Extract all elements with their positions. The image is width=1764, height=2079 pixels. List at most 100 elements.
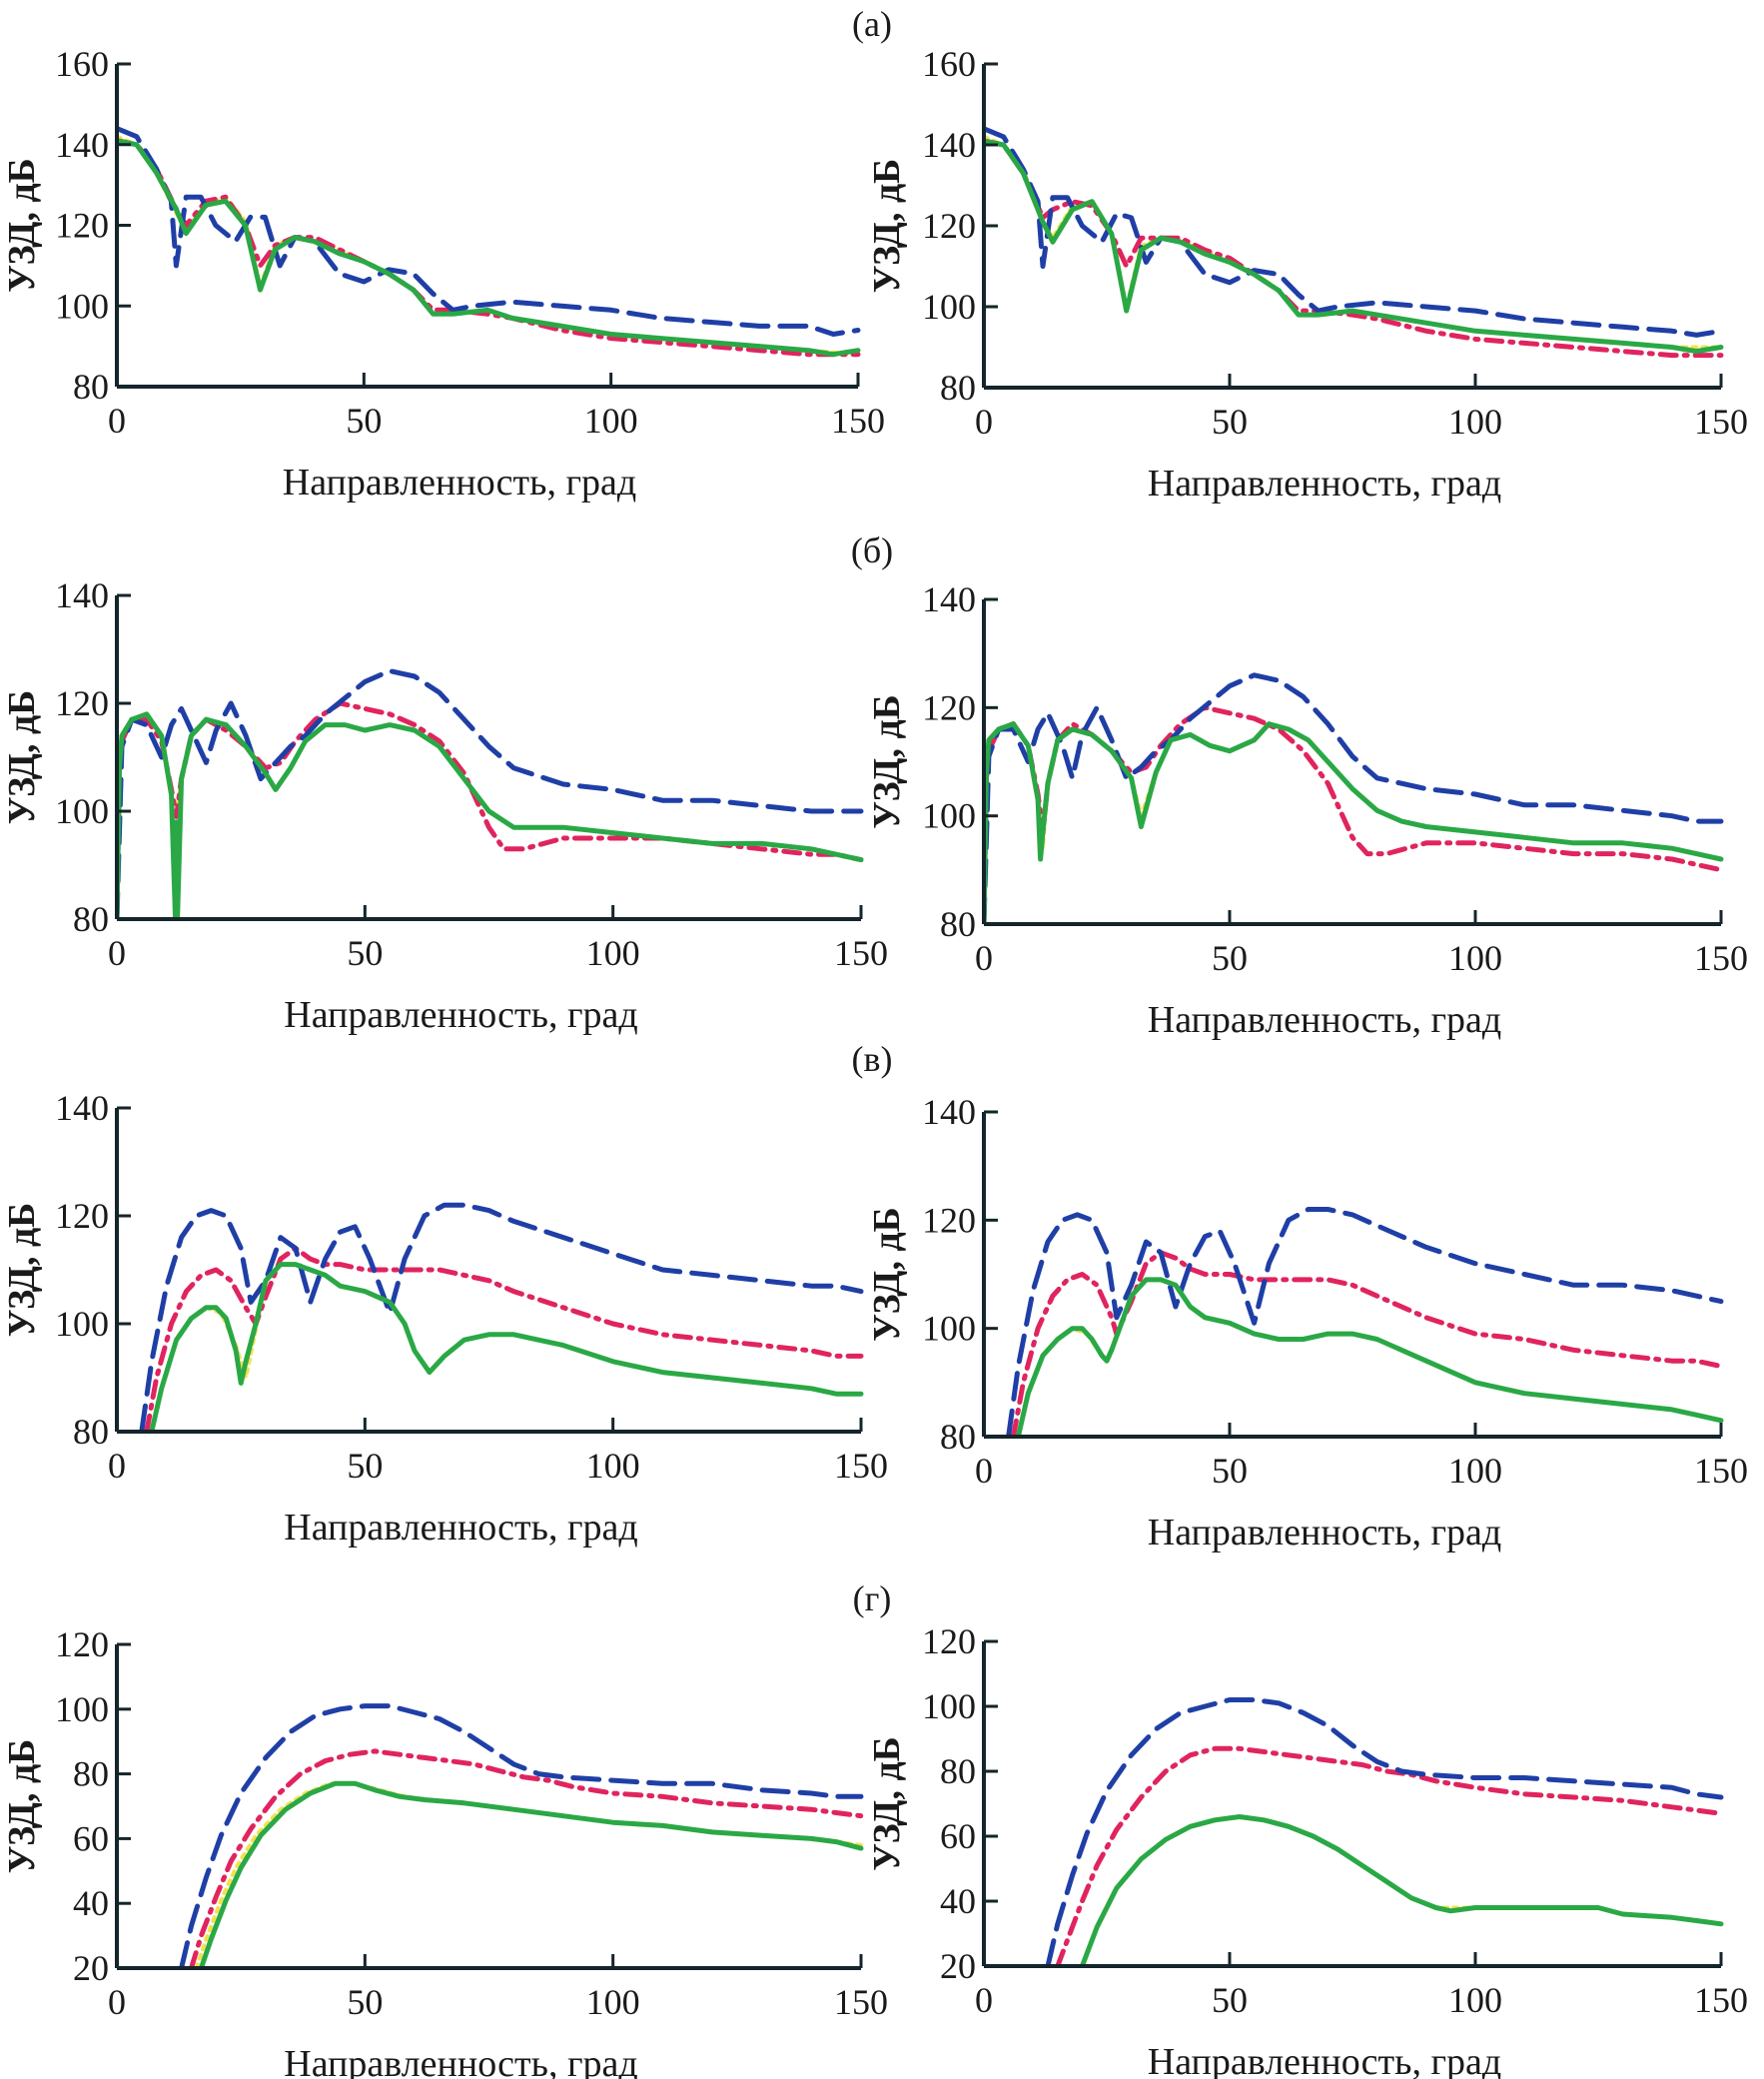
y-tick-label: 40 xyxy=(940,1881,976,1921)
series-line-green-solid xyxy=(149,1262,864,1434)
series-line-blue-dashed xyxy=(117,668,864,921)
series-group xyxy=(984,672,1724,926)
series-line-blue-dashed xyxy=(139,1202,864,1434)
x-axis-label: Направленность, град xyxy=(1148,999,1502,1041)
y-tick-label: 140 xyxy=(55,575,109,615)
y-tick-label: 120 xyxy=(55,206,109,246)
series-line-red-dashdot xyxy=(117,138,861,358)
x-tick-label: 50 xyxy=(347,1982,383,2022)
panel-label-c: (в) xyxy=(852,1039,893,1079)
x-tick-label: 100 xyxy=(1448,1980,1502,2020)
series-line-red-dashdot xyxy=(984,704,1724,926)
y-tick-label: 100 xyxy=(55,1689,109,1729)
chart-panel-a-right: 80 100 120 140 160 0 50 100 150 Направленность, г… xyxy=(866,44,1748,505)
x-tick-label: 50 xyxy=(1212,938,1248,978)
x-tick-label: 100 xyxy=(586,1446,640,1486)
series-line-blue-dashed xyxy=(984,672,1724,926)
y-axis-label: УЗД, дБ xyxy=(1,1739,43,1874)
panel-label-a: (а) xyxy=(852,4,892,44)
y-tick-label: 100 xyxy=(55,791,109,831)
y-axis-label: УЗД, дБ xyxy=(1,690,43,825)
chart-panel-c-left: 80 100 120 140 0 50 100 150 Направленность, град… xyxy=(1,1088,888,1549)
y-axis-label: УЗД, дБ xyxy=(866,694,908,829)
y-tick-label: 80 xyxy=(940,904,976,944)
x-tick-label: 0 xyxy=(108,933,126,973)
x-tick-label: 50 xyxy=(347,1446,383,1486)
y-tick-label: 60 xyxy=(73,1818,109,1858)
x-tick-label: 100 xyxy=(1448,1451,1502,1491)
x-tick-label: 50 xyxy=(1212,1980,1248,2020)
x-tick-label: 50 xyxy=(1212,402,1248,442)
series-group xyxy=(1045,1697,1724,1968)
x-tick-label: 100 xyxy=(584,401,638,441)
series-group xyxy=(139,1202,864,1434)
x-tick-label: 150 xyxy=(834,1982,888,2022)
x-tick-label: 150 xyxy=(1694,402,1748,442)
series-line-red-dashdot xyxy=(144,1245,864,1434)
y-tick-label: 120 xyxy=(922,1200,976,1240)
y-tick-label: 80 xyxy=(73,1412,109,1452)
series-line-blue-dashed xyxy=(1045,1697,1724,1968)
x-tick-label: 0 xyxy=(108,1446,126,1486)
x-tick-label: 0 xyxy=(975,1980,993,2020)
y-tick-label: 80 xyxy=(940,1417,976,1457)
series-line-red-dashdot xyxy=(984,138,1724,359)
chart-panel-b-right: 80 100 120 140 0 50 100 150 Направленность, град… xyxy=(866,579,1748,1041)
y-tick-label: 120 xyxy=(922,206,976,246)
x-tick-label: 50 xyxy=(347,933,383,973)
y-tick-label: 100 xyxy=(922,287,976,327)
series-line-red-dashdot xyxy=(1011,1250,1724,1439)
series-line-green-solid xyxy=(984,138,1724,355)
series-line-green-solid xyxy=(1015,1277,1724,1439)
chart-panel-b-left: 80 100 120 140 0 50 100 150 Направленность, град… xyxy=(1,575,888,1036)
x-tick-label: 150 xyxy=(1694,938,1748,978)
x-tick-label: 150 xyxy=(1694,1980,1748,2020)
y-axis-label: УЗД, дБ xyxy=(866,1736,908,1871)
x-axis-label: Направленность, град xyxy=(283,462,637,504)
x-axis-label: Направленность, град xyxy=(284,1507,638,1549)
series-line-red-dashdot xyxy=(189,1748,864,1970)
x-tick-label: 150 xyxy=(834,1446,888,1486)
x-tick-label: 100 xyxy=(586,933,640,973)
y-axis-label: УЗД, дБ xyxy=(1,1203,43,1338)
panel-label-b: (б) xyxy=(851,530,893,570)
chart-panel-c-right: 80 100 120 140 0 50 100 150 Направленность, град… xyxy=(866,1092,1748,1554)
y-tick-label: 80 xyxy=(73,1754,109,1794)
series-group xyxy=(984,126,1724,359)
x-tick-label: 0 xyxy=(108,401,126,441)
x-axis-label: Направленность, град xyxy=(284,994,638,1036)
y-tick-label: 160 xyxy=(922,44,976,84)
x-tick-label: 100 xyxy=(586,1982,640,2022)
series-line-yellow-dotted xyxy=(1016,1277,1723,1439)
panel-label-d: (г) xyxy=(853,1578,892,1618)
y-tick-label: 100 xyxy=(922,1309,976,1349)
x-tick-label: 50 xyxy=(346,401,382,441)
y-tick-label: 120 xyxy=(922,687,976,727)
y-tick-label: 100 xyxy=(55,286,109,326)
series-line-yellow-dotted xyxy=(117,134,860,357)
y-tick-label: 140 xyxy=(55,125,109,165)
series-group xyxy=(1006,1207,1724,1439)
series-group xyxy=(117,126,861,358)
x-axis-label: Направленность, град xyxy=(1148,463,1502,505)
x-tick-label: 150 xyxy=(1694,1451,1748,1491)
series-line-green-solid xyxy=(198,1780,864,1970)
y-tick-label: 140 xyxy=(922,1092,976,1132)
y-tick-label: 100 xyxy=(922,796,976,836)
y-axis-label: УЗД, дБ xyxy=(1,158,43,293)
series-line-blue-dashed xyxy=(984,126,1724,338)
y-axis-label: УЗД, дБ xyxy=(866,159,908,294)
y-axis-label: УЗД, дБ xyxy=(866,1207,908,1342)
y-tick-label: 120 xyxy=(55,1196,109,1236)
y-tick-label: 100 xyxy=(922,1686,976,1726)
series-line-blue-dashed xyxy=(117,126,861,337)
x-tick-label: 100 xyxy=(1448,938,1502,978)
series-group xyxy=(117,668,864,921)
series-line-green-solid xyxy=(1079,1814,1724,1968)
y-tick-label: 120 xyxy=(55,1624,109,1664)
x-tick-label: 0 xyxy=(108,1982,126,2022)
x-tick-label: 50 xyxy=(1212,1451,1248,1491)
y-tick-label: 80 xyxy=(940,368,976,408)
series-line-blue-dashed xyxy=(1006,1207,1724,1439)
